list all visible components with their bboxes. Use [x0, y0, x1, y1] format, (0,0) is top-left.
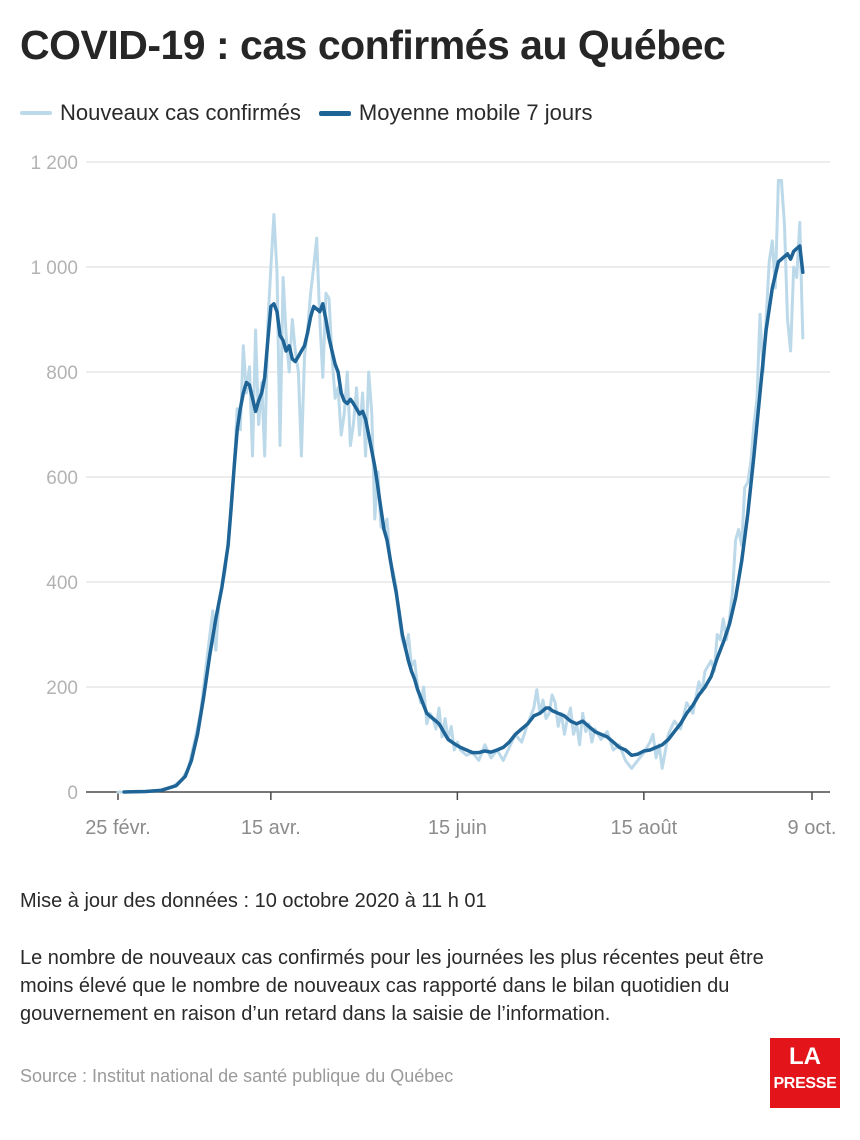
legend: Nouveaux cas confirmés Moyenne mobile 7 …	[20, 100, 610, 126]
source-credit: Source : Institut national de santé publ…	[20, 1066, 454, 1086]
y-tick-label: 1 200	[30, 153, 78, 174]
x-tick-label: 15 juin	[428, 817, 487, 839]
chart-title: COVID-19 : cas confirmés au Québec	[20, 22, 726, 68]
logo-line-1: LA	[789, 1043, 821, 1070]
y-tick-label: 200	[46, 678, 78, 699]
legend-swatch-avg	[318, 110, 351, 116]
y-tick-label: 800	[46, 363, 78, 384]
grid-lines	[86, 161, 830, 688]
legend-item-raw: Nouveaux cas confirmés	[20, 100, 301, 126]
x-axis: 25 févr. 15 avr. 15 juin 15 août 9 oct.	[85, 791, 837, 839]
legend-label-avg: Moyenne mobile 7 jours	[358, 100, 593, 125]
series-line-avg	[122, 244, 805, 794]
la-presse-logo[interactable]: LA PRESSE	[770, 1038, 840, 1108]
update-timestamp: Mise à jour des données : 10 octobre 202…	[20, 890, 487, 912]
x-tick-label: 15 août	[610, 817, 677, 839]
y-tick-label: 400	[46, 573, 78, 594]
y-tick-label: 0	[67, 783, 78, 804]
legend-item-avg: Moyenne mobile 7 jours	[318, 100, 593, 126]
logo-line-2: PRESSE	[773, 1075, 837, 1092]
legend-label-raw: Nouveaux cas confirmés	[60, 100, 301, 125]
legend-swatch-raw	[20, 111, 52, 115]
methodology-note: Le nombre de nouveaux cas confirmés pour…	[20, 947, 764, 1025]
y-tick-label: 1 000	[30, 258, 78, 279]
y-axis-ticks: 0 200 400 600 800 1 000 1 200	[30, 153, 78, 804]
x-tick-label: 9 oct.	[788, 817, 837, 839]
series-line-raw	[116, 178, 805, 794]
series-lines	[116, 178, 805, 794]
x-tick-label: 25 févr.	[85, 817, 151, 839]
line-chart: 0 200 400 600 800 1 000 1 200 25 févr. 15 avr. 1…	[30, 153, 837, 839]
x-tick-label: 15 avr.	[241, 817, 301, 839]
y-tick-label: 600	[46, 468, 78, 489]
